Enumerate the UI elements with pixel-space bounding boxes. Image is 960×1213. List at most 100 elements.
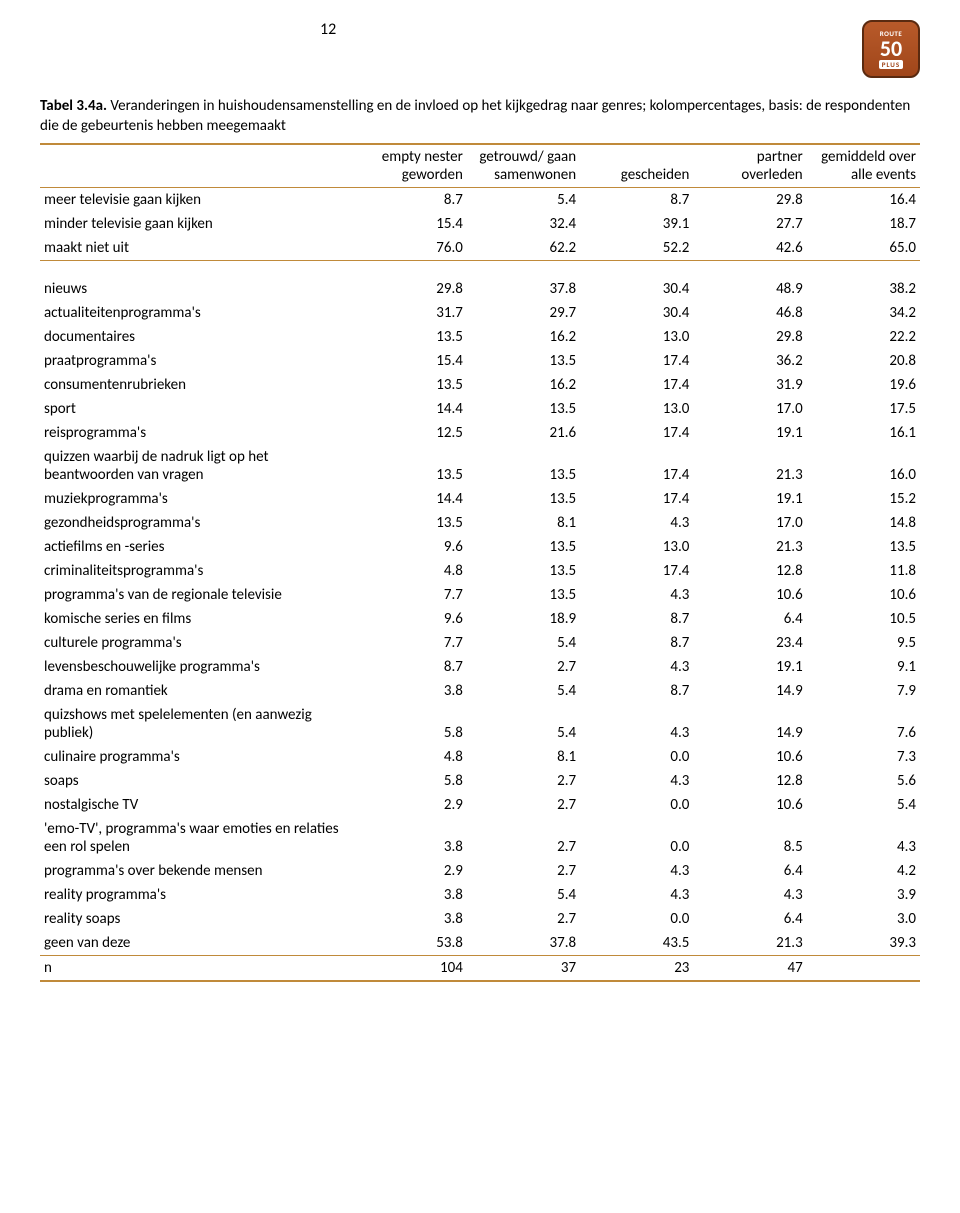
cell-value: 5.8	[354, 703, 467, 745]
cell-value: 13.5	[467, 583, 580, 607]
row-label: reisprogramma's	[40, 421, 354, 445]
spacer-row	[40, 260, 920, 277]
table-row: culinaire programma's4.88.10.010.67.3	[40, 745, 920, 769]
cell-value: 5.4	[467, 679, 580, 703]
row-label: maakt niet uit	[40, 236, 354, 261]
cell-value: 4.3	[807, 817, 920, 859]
cell-value: 5.6	[807, 769, 920, 793]
cell-value: 17.4	[580, 349, 693, 373]
table-row: muziekprogramma's14.413.517.419.115.2	[40, 487, 920, 511]
cell-value: 29.8	[693, 325, 806, 349]
cell-value: 3.8	[354, 907, 467, 931]
table-row: maakt niet uit76.062.252.242.665.0	[40, 236, 920, 261]
cell-value: 13.5	[354, 373, 467, 397]
table-row: nostalgische TV2.92.70.010.65.4	[40, 793, 920, 817]
cell-value: 8.7	[580, 631, 693, 655]
row-label: komische series en films	[40, 607, 354, 631]
page-number: 12	[320, 20, 336, 39]
table-row: minder televisie gaan kijken15.432.439.1…	[40, 212, 920, 236]
cell-value: 4.3	[580, 703, 693, 745]
col-header: empty nester geworden	[354, 144, 467, 188]
cell-value: 13.5	[467, 397, 580, 421]
cell-value: 7.7	[354, 631, 467, 655]
cell-value: 9.1	[807, 655, 920, 679]
col-header: getrouwd/ gaan samenwonen	[467, 144, 580, 188]
cell-value: 6.4	[693, 859, 806, 883]
cell-value: 16.2	[467, 325, 580, 349]
row-label: 'emo-TV', programma's waar emoties en re…	[40, 817, 354, 859]
row-label: actiefilms en -series	[40, 535, 354, 559]
cell-value: 2.9	[354, 859, 467, 883]
cell-value: 2.7	[467, 655, 580, 679]
cell-value: 0.0	[580, 817, 693, 859]
cell-value: 34.2	[807, 301, 920, 325]
row-label: criminaliteitsprogramma's	[40, 559, 354, 583]
cell-value: 17.4	[580, 373, 693, 397]
cell-value: 8.1	[467, 511, 580, 535]
cell-value: 0.0	[580, 907, 693, 931]
cell-value: 17.0	[693, 511, 806, 535]
cell-value: 15.4	[354, 212, 467, 236]
row-label: consumentenrubrieken	[40, 373, 354, 397]
cell-value: 9.6	[354, 535, 467, 559]
cell-value: 19.1	[693, 421, 806, 445]
row-label: documentaires	[40, 325, 354, 349]
cell-value: 14.9	[693, 703, 806, 745]
cell-value: 23.4	[693, 631, 806, 655]
cell-value: 18.9	[467, 607, 580, 631]
table-row: geen van deze53.837.843.521.339.3	[40, 931, 920, 956]
cell-value: 2.9	[354, 793, 467, 817]
table-row: reality programma's3.85.44.34.33.9	[40, 883, 920, 907]
row-label: n	[40, 955, 354, 981]
caption-text: Veranderingen in huishoudensamenstelling…	[40, 97, 910, 135]
cell-value: 21.6	[467, 421, 580, 445]
row-label: praatprogramma's	[40, 349, 354, 373]
cell-value: 0.0	[580, 793, 693, 817]
cell-value: 10.6	[693, 793, 806, 817]
table-row: quizzen waarbij de nadruk ligt op het be…	[40, 445, 920, 487]
row-label: reality soaps	[40, 907, 354, 931]
cell-value: 12.5	[354, 421, 467, 445]
table-row: programma's van de regionale televisie7.…	[40, 583, 920, 607]
cell-value: 13.5	[467, 487, 580, 511]
cell-value: 13.5	[354, 445, 467, 487]
cell-value: 31.9	[693, 373, 806, 397]
cell-value: 4.3	[580, 583, 693, 607]
cell-value: 8.7	[580, 679, 693, 703]
table-row: nieuws29.837.830.448.938.2	[40, 277, 920, 301]
cell-value: 6.4	[693, 907, 806, 931]
cell-value: 52.2	[580, 236, 693, 261]
cell-value: 10.6	[807, 583, 920, 607]
table-row: levensbeschouwelijke programma's8.72.74.…	[40, 655, 920, 679]
cell-value: 2.7	[467, 859, 580, 883]
cell-value: 43.5	[580, 931, 693, 956]
cell-value: 13.5	[467, 349, 580, 373]
cell-value: 2.7	[467, 817, 580, 859]
cell-value	[807, 955, 920, 981]
cell-value: 2.7	[467, 793, 580, 817]
cell-value: 4.8	[354, 559, 467, 583]
table-row: programma's over bekende mensen2.92.74.3…	[40, 859, 920, 883]
cell-value: 37.8	[467, 277, 580, 301]
table-row: quizshows met spelelementen (en aanwezig…	[40, 703, 920, 745]
table-header-row: empty nester geworden getrouwd/ gaan sam…	[40, 144, 920, 188]
col-header: gemiddeld over alle events	[807, 144, 920, 188]
table-row: consumentenrubrieken13.516.217.431.919.6	[40, 373, 920, 397]
table-row: culturele programma's7.75.48.723.49.5	[40, 631, 920, 655]
cell-value: 18.7	[807, 212, 920, 236]
cell-value: 8.7	[580, 187, 693, 212]
cell-value: 13.5	[354, 511, 467, 535]
cell-value: 5.8	[354, 769, 467, 793]
row-label: gezondheidsprogramma's	[40, 511, 354, 535]
row-label: reality programma's	[40, 883, 354, 907]
table-row: actualiteitenprogramma's31.729.730.446.8…	[40, 301, 920, 325]
cell-value: 47	[693, 955, 806, 981]
cell-value: 5.4	[467, 703, 580, 745]
cell-value: 12.8	[693, 559, 806, 583]
col-header-blank	[40, 144, 354, 188]
cell-value: 4.3	[580, 859, 693, 883]
table-row: criminaliteitsprogramma's4.813.517.412.8…	[40, 559, 920, 583]
col-header: partner overleden	[693, 144, 806, 188]
cell-value: 8.7	[354, 187, 467, 212]
cell-value: 17.4	[580, 559, 693, 583]
